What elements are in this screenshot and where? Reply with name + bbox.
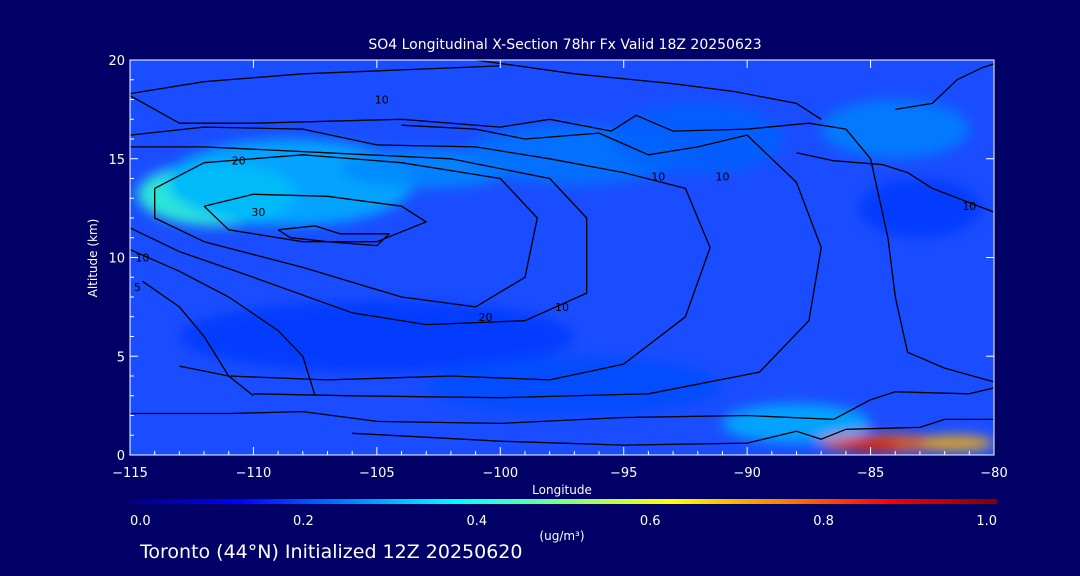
x-tick-label: −80: [980, 466, 1007, 481]
x-tick-label: −110: [236, 466, 272, 481]
contour-line: [796, 152, 994, 213]
contour-line: [130, 249, 316, 396]
concentration-blob: [858, 178, 982, 238]
colorbar: [130, 499, 997, 504]
contour-line: [352, 418, 994, 446]
contour-label: 10: [962, 200, 976, 213]
x-tick-label: −85: [857, 466, 884, 481]
concentration-blob: [722, 403, 871, 444]
y-axis-label: Altitude (km): [86, 219, 100, 298]
colorbar-tick-label: 1.0: [976, 514, 997, 529]
colorbar-label: (ug/m³): [539, 529, 584, 543]
contour-label: 20: [232, 155, 246, 168]
chart-title: SO4 Longitudinal X-Section 78hr Fx Valid…: [368, 37, 761, 53]
contour-line: [130, 387, 994, 425]
contour-label: 20: [478, 311, 492, 324]
y-tick-label: 20: [108, 54, 125, 69]
colorbar-tick-label: 0.0: [130, 514, 151, 529]
concentration-blob: [179, 300, 575, 373]
y-tick-label: 10: [108, 252, 125, 267]
contour-label: 5: [134, 281, 141, 294]
contour-line: [475, 60, 822, 120]
contour-label: 10: [375, 94, 389, 107]
concentration-blob: [426, 356, 723, 416]
contour-label: 30: [251, 206, 265, 219]
contour-label: 10: [135, 252, 149, 265]
concentration-blob: [919, 435, 994, 452]
x-axis: −115 −110 −105 −100 −95 −90 −85 −80: [112, 60, 1008, 481]
contour-line: [895, 63, 994, 111]
contour-line: [277, 225, 390, 247]
y-tick-label: 15: [108, 153, 125, 168]
colorbar-tick-label: 0.8: [813, 514, 834, 529]
concentration-blob: [611, 103, 785, 175]
concentration-blob: [840, 439, 901, 452]
x-axis-label: Longitude: [532, 483, 592, 497]
contour-label: 10: [555, 301, 569, 314]
colorbar-tick-label: 0.4: [466, 514, 487, 529]
y-tick-label: 0: [117, 449, 125, 464]
x-tick-label: −100: [482, 466, 518, 481]
contour-line: [130, 95, 994, 383]
contour-line: [253, 124, 822, 399]
x-tick-label: −90: [733, 466, 760, 481]
y-tick-label: 5: [117, 350, 125, 365]
contour-label: 10: [651, 171, 665, 184]
y-axis: 0 5 10 15 20: [108, 54, 994, 464]
colorbar-tick-label: 0.6: [640, 514, 661, 529]
colorbar-ticks: 0.0 0.2 0.4 0.6 0.8 1.0: [130, 514, 997, 529]
contour-line: [141, 280, 254, 397]
plot-area: 30 20 20 10 10 10 5 10 10 10: [129, 59, 995, 456]
footer-init-text: Toronto (44°N) Initialized 12Z 20250620: [140, 541, 523, 563]
contour-line: [130, 65, 501, 95]
contour-line: [130, 146, 588, 326]
x-tick-label: −95: [610, 466, 637, 481]
contour-line: [130, 126, 711, 381]
contour-line: [154, 154, 538, 308]
contour-lines: 30 20 20 10 10 10 5 10 10 10: [130, 60, 994, 446]
contour-label: 10: [715, 171, 729, 184]
x-tick-label: −105: [359, 466, 395, 481]
colorbar-tick-label: 0.2: [293, 514, 314, 529]
contour-line: [203, 193, 427, 243]
x-tick-label: −115: [112, 466, 148, 481]
colorbar-scale: [130, 499, 997, 504]
